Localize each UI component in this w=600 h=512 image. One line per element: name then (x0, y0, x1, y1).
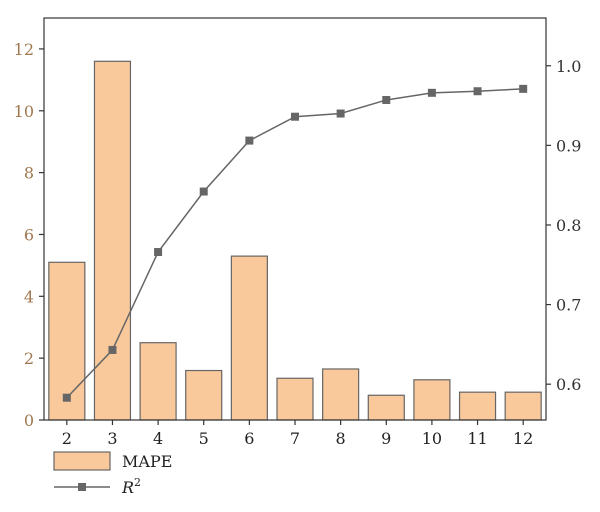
line-group (62, 84, 528, 402)
point-r2-7 (291, 112, 299, 121)
bar-mape-5 (185, 369, 223, 421)
tick-label-left: 2 (24, 349, 34, 368)
tick-label-x: 10 (422, 429, 442, 448)
tick-label-x: 3 (107, 429, 117, 448)
tick-label-x: 8 (336, 429, 346, 448)
bar-mape-6 (230, 255, 268, 421)
tick-label-left: 4 (24, 287, 34, 306)
tick-label-left: 6 (24, 225, 34, 244)
point-r2-2 (62, 393, 71, 402)
point-r2-3 (108, 345, 117, 354)
tick-label-x: 5 (199, 429, 209, 448)
tick-label-right: 0.8 (556, 216, 581, 235)
legend-label-r2: R2 (121, 476, 141, 497)
tick-label-x: 12 (513, 429, 533, 448)
bar-mape-12 (504, 391, 542, 421)
legend-label-mape: MAPE (122, 452, 172, 471)
tick-label-right: 0.7 (556, 296, 581, 315)
bars-group (48, 60, 542, 421)
bar-mape-3 (93, 60, 132, 421)
tick-label-x: 2 (62, 429, 72, 448)
bar-mape-9 (367, 394, 405, 421)
tick-label-x: 7 (290, 429, 300, 448)
bar-mape-11 (458, 391, 497, 421)
point-r2-11 (473, 87, 482, 96)
legend-swatch-mape (53, 451, 111, 471)
point-r2-6 (245, 136, 254, 145)
legend-marker-r2 (78, 483, 86, 491)
point-r2-9 (382, 95, 391, 104)
tick-label-left: 8 (24, 164, 34, 183)
bar-mape-7 (276, 377, 314, 421)
bar-mape-8 (322, 368, 360, 421)
tick-label-x: 11 (467, 429, 487, 448)
tick-label-right: 1.0 (556, 57, 581, 76)
bar-mape-4 (139, 342, 177, 421)
tick-label-x: 6 (244, 429, 254, 448)
point-r2-12 (519, 84, 528, 93)
tick-label-right: 0.9 (556, 136, 581, 155)
point-r2-8 (336, 109, 345, 118)
legend: MAPE R2 (53, 451, 172, 497)
tick-label-right: 0.6 (556, 375, 581, 394)
line-r2 (66, 88, 524, 399)
tick-label-left: 0 (24, 411, 34, 430)
tick-label-left: 10 (14, 102, 34, 121)
tick-label-left: 12 (14, 40, 34, 59)
tick-label-x: 9 (381, 429, 391, 448)
point-r2-10 (427, 88, 436, 97)
point-r2-4 (154, 248, 163, 257)
tick-label-x: 4 (153, 429, 163, 448)
point-r2-5 (199, 187, 208, 196)
bar-mape-10 (413, 379, 451, 421)
axes-group: 0 2 4 6 8 10 12 0.6 0.7 0.8 0.9 1.0 2 3 4 5 6 7 8 9 10 11 12 (14, 17, 581, 448)
